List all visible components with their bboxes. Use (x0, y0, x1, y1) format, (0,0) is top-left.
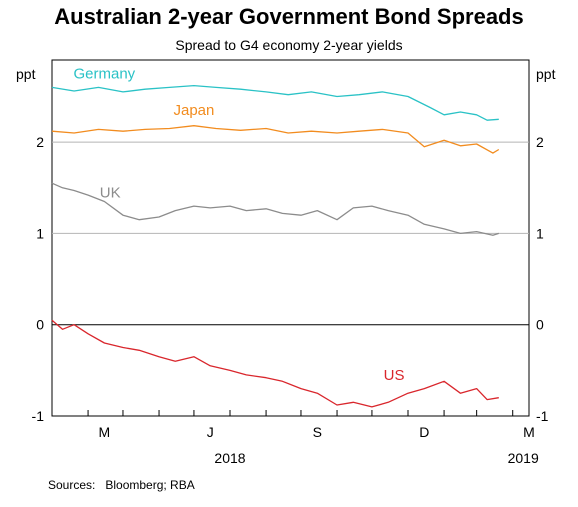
y-axis: 2 2 1 1 0 0 -1 -1 (32, 134, 549, 424)
x-year-label: 2019 (508, 450, 539, 466)
x-year-label: 2018 (214, 450, 245, 466)
y-tick-label-right: -1 (536, 408, 549, 424)
x-month-label: M (523, 424, 535, 440)
series-label-japan: Japan (173, 102, 214, 119)
series-label-us: US (384, 367, 405, 384)
series-line-us (51, 319, 499, 408)
y-unit-left: ppt (16, 66, 36, 82)
gridlines (52, 141, 529, 326)
x-month-label: J (207, 424, 214, 440)
plot-frame (51, 59, 530, 417)
sources-note: Sources: Bloomberg; RBA (48, 478, 195, 492)
x-month-label: M (99, 424, 111, 440)
y-tick-label-right: 0 (536, 317, 544, 333)
y-tick-label-left: 1 (36, 225, 44, 241)
chart-subtitle: Spread to G4 economy 2-year yields (175, 37, 403, 53)
y-tick-label-right: 1 (536, 225, 544, 241)
y-tick-label-left: 2 (36, 134, 44, 150)
series-line-japan (51, 125, 500, 154)
series-line-uk (51, 182, 499, 236)
series-label-uk: UK (100, 184, 121, 201)
series-line-germany (51, 84, 499, 121)
chart-title: Australian 2-year Government Bond Spread… (54, 4, 524, 29)
series-label-germany: Germany (74, 66, 136, 83)
y-unit-right: ppt (536, 66, 556, 82)
y-tick-label-left: 0 (36, 317, 44, 333)
x-axis: M J S D M 2018 2019 (87, 410, 539, 466)
series-lines: Germany Japan UK US (51, 66, 500, 408)
y-tick-label-right: 2 (536, 134, 544, 150)
x-month-label: S (313, 424, 322, 440)
y-tick-label-left: -1 (32, 408, 45, 424)
x-month-label: D (419, 424, 429, 440)
